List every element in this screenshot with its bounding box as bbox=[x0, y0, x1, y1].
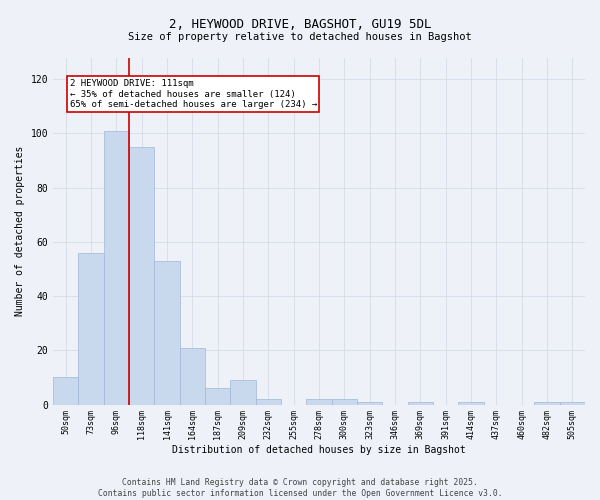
Bar bbox=[332, 399, 357, 404]
Text: Size of property relative to detached houses in Bagshot: Size of property relative to detached ho… bbox=[128, 32, 472, 42]
Y-axis label: Number of detached properties: Number of detached properties bbox=[15, 146, 25, 316]
X-axis label: Distribution of detached houses by size in Bagshot: Distribution of detached houses by size … bbox=[172, 445, 466, 455]
Bar bbox=[357, 402, 382, 404]
Bar bbox=[104, 130, 129, 404]
Bar bbox=[535, 402, 560, 404]
Text: 2 HEYWOOD DRIVE: 111sqm
← 35% of detached houses are smaller (124)
65% of semi-d: 2 HEYWOOD DRIVE: 111sqm ← 35% of detache… bbox=[70, 79, 317, 109]
Text: Contains HM Land Registry data © Crown copyright and database right 2025.
Contai: Contains HM Land Registry data © Crown c… bbox=[98, 478, 502, 498]
Bar bbox=[179, 348, 205, 405]
Bar bbox=[79, 252, 104, 404]
Bar bbox=[129, 147, 154, 405]
Bar bbox=[53, 378, 79, 404]
Bar bbox=[560, 402, 585, 404]
Bar bbox=[154, 261, 179, 404]
Bar bbox=[256, 399, 281, 404]
Bar bbox=[307, 399, 332, 404]
Text: 2, HEYWOOD DRIVE, BAGSHOT, GU19 5DL: 2, HEYWOOD DRIVE, BAGSHOT, GU19 5DL bbox=[169, 18, 431, 30]
Bar bbox=[230, 380, 256, 404]
Bar bbox=[407, 402, 433, 404]
Bar bbox=[458, 402, 484, 404]
Bar bbox=[205, 388, 230, 404]
